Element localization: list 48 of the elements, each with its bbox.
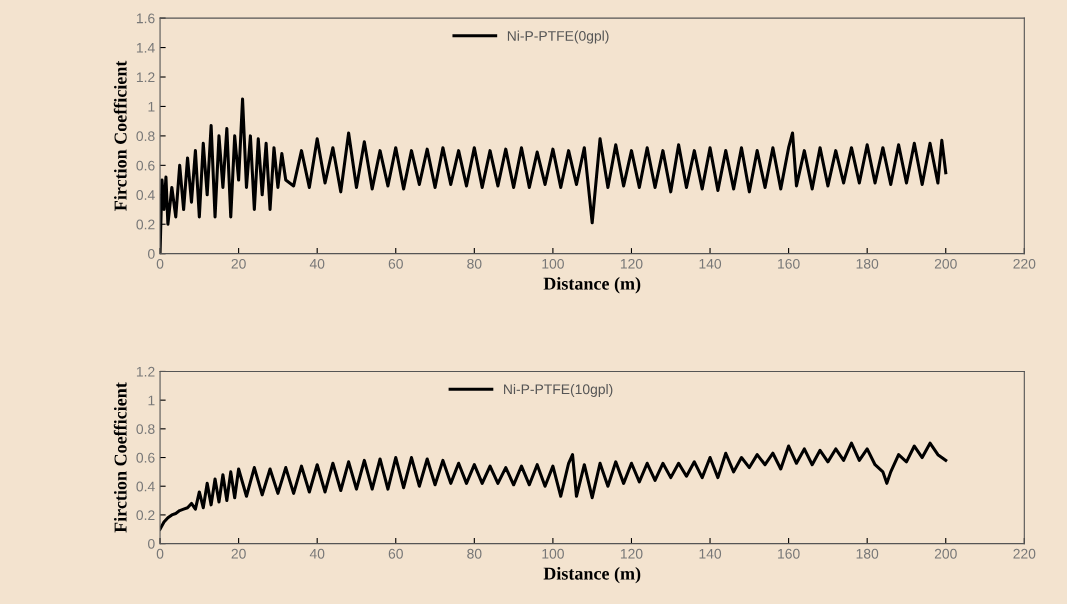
- y-tick-label: 1.2: [136, 366, 155, 377]
- x-tick-label: 120: [620, 548, 643, 559]
- y-tick-label: 0.6: [136, 452, 155, 463]
- x-tick-label: 120: [620, 258, 643, 269]
- y-tick-label: 1.4: [136, 43, 155, 53]
- x-tick-label: 200: [934, 258, 957, 269]
- x-tick-label: 0: [156, 548, 164, 559]
- y-tick-label: 0.2: [136, 510, 155, 521]
- x-tick-label: 100: [542, 258, 564, 269]
- y-tick-label: 0.4: [136, 190, 155, 200]
- line-series: [160, 97, 948, 254]
- x-tick-label: 140: [699, 548, 722, 559]
- x-tick-label: 20: [231, 258, 246, 269]
- x-tick-label: 160: [778, 258, 800, 269]
- x-axis-title: Distance (m): [543, 566, 641, 584]
- y-tick-label: 0: [148, 538, 155, 549]
- x-tick-label: 200: [934, 548, 957, 559]
- y-tick-label: 0.8: [136, 131, 155, 142]
- y-tick-label: 1: [148, 101, 155, 112]
- x-tick-label: 220: [1013, 258, 1036, 269]
- x-tick-label: 40: [309, 548, 325, 559]
- y-tick-label: 1.2: [136, 72, 155, 83]
- x-tick-label: 80: [467, 258, 482, 269]
- y-axis-title: Firction Coefficient: [113, 60, 127, 211]
- x-tick-label: 220: [1013, 548, 1036, 559]
- x-tick-label: 100: [542, 548, 564, 559]
- y-tick-label: 0.2: [136, 219, 155, 230]
- x-tick-label: 80: [467, 548, 482, 559]
- x-tick-label: 60: [388, 258, 403, 269]
- y-tick-label: 0.6: [136, 160, 155, 171]
- x-tick-label: 20: [231, 548, 246, 559]
- x-axis-title: Distance (m): [543, 277, 641, 294]
- y-tick-label: 0: [148, 249, 155, 259]
- y-tick-label: 0.8: [136, 424, 155, 435]
- line-series: [160, 441, 948, 531]
- x-tick-label: 160: [778, 548, 800, 559]
- x-tick-label: 180: [856, 258, 879, 269]
- y-tick-label: 1: [148, 395, 155, 406]
- x-tick-label: 40: [309, 258, 325, 269]
- legend-label: Ni-P-PTFE(0gpl): [507, 30, 609, 44]
- x-tick-label: 140: [699, 258, 722, 269]
- legend-label: Ni-P-PTFE(10gpl): [504, 383, 613, 397]
- x-tick-label: 0: [156, 258, 164, 269]
- y-axis-title: Firction Coefficient: [113, 382, 127, 533]
- y-tick-label: 0.4: [136, 481, 155, 492]
- x-tick-label: 180: [856, 548, 879, 559]
- y-tick-label: 1.6: [136, 13, 155, 24]
- x-tick-label: 60: [388, 548, 403, 559]
